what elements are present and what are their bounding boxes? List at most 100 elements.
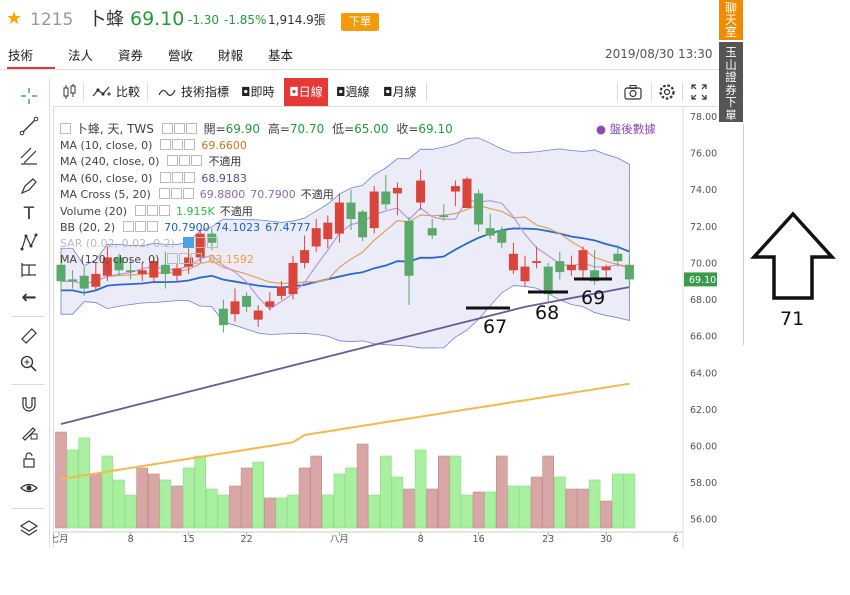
ruler-icon[interactable] bbox=[19, 326, 39, 346]
after-hours-label: ● 盤後數據 bbox=[596, 122, 656, 136]
indicators-button[interactable]: 技術指標 bbox=[181, 85, 230, 99]
settings-toggle-icon[interactable] bbox=[179, 155, 191, 166]
camera-icon[interactable] bbox=[623, 82, 643, 102]
volume-bar bbox=[229, 485, 241, 529]
eye-toggle-icon[interactable] bbox=[160, 172, 172, 183]
eye-toggle-icon[interactable] bbox=[135, 205, 146, 216]
remove-icon[interactable] bbox=[206, 237, 218, 248]
legend-close: 69.10 bbox=[418, 122, 453, 136]
settings-toggle-icon[interactable] bbox=[135, 221, 147, 232]
fullscreen-icon[interactable] bbox=[689, 82, 709, 102]
eye-toggle-icon[interactable] bbox=[167, 155, 179, 166]
legend-row-controls bbox=[158, 188, 195, 201]
back-arrow-icon[interactable]: ← bbox=[21, 287, 37, 308]
monthly-label: 月線 bbox=[392, 85, 417, 99]
remove-icon[interactable] bbox=[184, 172, 196, 183]
legend-high-label: 高= bbox=[267, 122, 290, 136]
collapse-legend-icon[interactable] bbox=[60, 123, 71, 134]
remove-icon[interactable] bbox=[182, 188, 194, 199]
y-tick-label: 58.00 bbox=[690, 478, 717, 489]
zoom-in-icon[interactable] bbox=[19, 354, 39, 374]
eye-toggle-icon[interactable] bbox=[161, 123, 173, 134]
volume-bar bbox=[542, 455, 555, 529]
volume-bar bbox=[600, 500, 613, 529]
measure-tool-icon[interactable] bbox=[19, 260, 39, 280]
eye-toggle-icon[interactable] bbox=[182, 237, 194, 248]
chart-toolbar: 比較 技術指標 ◘即時 ◘日線 ◘週線 ◘月線 bbox=[53, 78, 718, 107]
tab-financials[interactable]: 財報 bbox=[218, 48, 244, 63]
stock-header: ★ 1215 卜蜂 69.10 -1.30 -1.85% 1,914.9張 下單 bbox=[0, 0, 720, 40]
settings-gear-icon[interactable] bbox=[657, 82, 677, 102]
candle bbox=[520, 266, 530, 282]
remove-icon[interactable] bbox=[159, 205, 170, 216]
tab-institutional[interactable]: 法人 bbox=[68, 48, 94, 63]
settings-toggle-icon[interactable] bbox=[170, 188, 182, 199]
unlock-icon[interactable] bbox=[19, 450, 39, 470]
text-tool-icon[interactable]: T bbox=[23, 204, 35, 224]
volume-bar bbox=[379, 455, 392, 529]
legend-row-value-3: 67.4777 bbox=[265, 221, 311, 234]
monthly-button[interactable]: ◘月線 bbox=[383, 82, 417, 102]
trade-volume: 1,914.9張 bbox=[268, 13, 326, 27]
volume-bar bbox=[101, 455, 114, 529]
weekly-button[interactable]: ◘週線 bbox=[336, 82, 370, 102]
trend-line-icon[interactable] bbox=[19, 116, 39, 136]
remove-icon[interactable] bbox=[191, 253, 203, 264]
order-button[interactable]: 下單 bbox=[341, 13, 379, 31]
volume-bar bbox=[206, 488, 218, 529]
layers-icon[interactable] bbox=[19, 518, 39, 538]
chat-room-button[interactable]: 聊天室 bbox=[719, 0, 743, 40]
compare-icon[interactable] bbox=[91, 82, 113, 102]
candle-type-icon[interactable] bbox=[61, 82, 79, 102]
volume-bar bbox=[124, 494, 137, 529]
candle bbox=[79, 275, 89, 289]
fib-tool-icon[interactable] bbox=[19, 146, 39, 166]
legend-row-value-1: 不適用 bbox=[208, 155, 242, 168]
eye-toggle-icon[interactable] bbox=[167, 253, 179, 264]
y-tick-label: 70.00 bbox=[690, 258, 717, 269]
intraday-button[interactable]: ◘即時 bbox=[241, 82, 275, 102]
settings-toggle-icon[interactable] bbox=[173, 123, 185, 134]
settings-toggle-icon[interactable] bbox=[172, 139, 184, 150]
volume-bar bbox=[577, 488, 589, 529]
candle bbox=[346, 202, 356, 219]
settings-toggle-icon[interactable] bbox=[179, 253, 191, 264]
candle bbox=[381, 191, 391, 205]
legend-row-value-1: 68.9183 bbox=[201, 172, 247, 185]
daily-button[interactable]: ◘日線 bbox=[284, 78, 328, 106]
candlestick-chart[interactable]: 78.00 76.00 74.00 72.00 70.00 68.00 66.00 64.00… bbox=[53, 107, 718, 548]
volume-bar bbox=[310, 455, 323, 529]
x-tick-label: 8 bbox=[128, 534, 134, 545]
remove-icon[interactable] bbox=[184, 139, 196, 150]
settings-toggle-icon[interactable] bbox=[147, 205, 158, 216]
intraday-label: 即時 bbox=[250, 85, 275, 99]
tab-basic[interactable]: 基本 bbox=[268, 48, 294, 63]
pattern-tool-icon[interactable] bbox=[19, 232, 39, 252]
lock-drawing-icon[interactable] bbox=[19, 422, 39, 442]
eye-icon[interactable] bbox=[19, 478, 39, 498]
chart-area[interactable] bbox=[53, 107, 719, 548]
settings-toggle-icon[interactable] bbox=[194, 237, 206, 248]
candle bbox=[601, 266, 611, 271]
compare-button[interactable]: 比較 bbox=[116, 85, 141, 99]
legend-open: 69.90 bbox=[225, 122, 260, 136]
crosshair-icon[interactable] bbox=[19, 86, 39, 106]
remove-icon[interactable] bbox=[147, 221, 159, 232]
eye-toggle-icon[interactable] bbox=[160, 139, 172, 150]
remove-icon[interactable] bbox=[191, 155, 203, 166]
eye-toggle-icon[interactable] bbox=[123, 221, 135, 232]
candle bbox=[427, 228, 437, 236]
candle bbox=[439, 215, 449, 218]
eye-toggle-icon[interactable] bbox=[158, 188, 170, 199]
broker-order-button[interactable]: 玉山證券下單 bbox=[719, 42, 743, 122]
magnet-icon[interactable] bbox=[19, 394, 39, 414]
favorite-star-icon[interactable]: ★ bbox=[6, 8, 23, 29]
brush-icon[interactable] bbox=[19, 176, 39, 196]
tab-margin[interactable]: 資券 bbox=[118, 48, 144, 63]
settings-toggle-icon[interactable] bbox=[172, 172, 184, 183]
tab-technical[interactable]: 技術 bbox=[8, 48, 34, 63]
remove-icon[interactable] bbox=[185, 123, 197, 134]
tab-revenue[interactable]: 營收 bbox=[168, 48, 194, 63]
indicator-icon[interactable] bbox=[157, 82, 177, 102]
legend-row-4: Volume (20) 1.915K 不適用 bbox=[60, 205, 258, 219]
